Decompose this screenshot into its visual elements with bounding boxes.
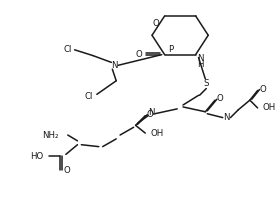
Text: OH: OH	[150, 129, 163, 138]
Text: HO: HO	[30, 152, 44, 161]
Text: N: N	[111, 61, 118, 70]
Text: O: O	[64, 166, 71, 175]
Text: O: O	[147, 110, 153, 119]
Text: Cl: Cl	[85, 92, 93, 101]
Text: N: N	[223, 113, 230, 122]
Text: N: N	[148, 108, 154, 117]
Text: N: N	[197, 54, 204, 63]
Text: O: O	[153, 19, 159, 28]
Text: P: P	[168, 45, 173, 54]
Text: H: H	[197, 60, 204, 69]
Text: S: S	[203, 79, 209, 88]
Text: Cl: Cl	[63, 45, 72, 54]
Text: O: O	[216, 94, 223, 103]
Text: O: O	[259, 85, 266, 94]
Text: O: O	[135, 50, 142, 59]
Text: OH: OH	[262, 103, 276, 112]
Text: NH₂: NH₂	[43, 131, 59, 139]
